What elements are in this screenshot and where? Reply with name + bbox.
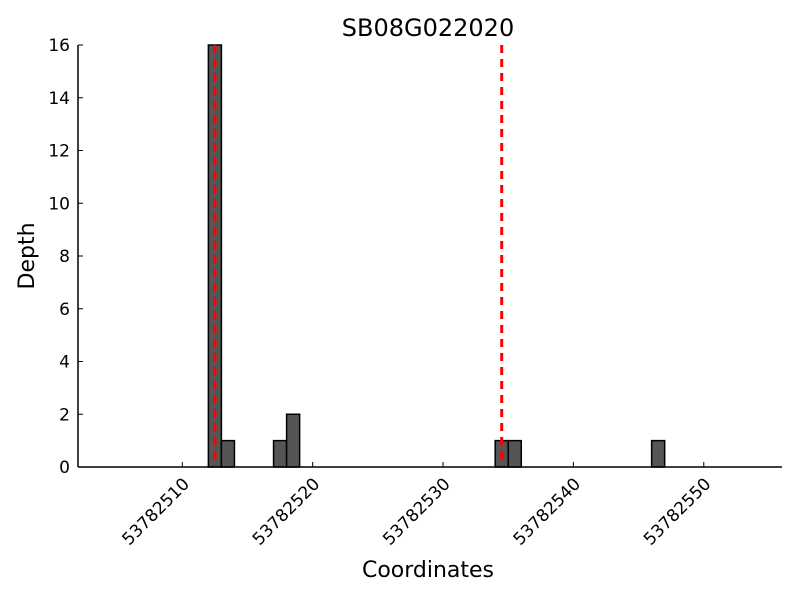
bar-1 (220, 439, 236, 468)
y-tick-label: 2 (59, 405, 70, 425)
bar-5 (507, 439, 523, 468)
bar-3 (285, 413, 301, 468)
y-tick-label: 10 (48, 194, 70, 214)
chart-title: SB08G022020 (342, 14, 514, 42)
y-tick-label: 12 (48, 142, 70, 162)
y-tick-label: 8 (59, 247, 70, 267)
y-axis-label: Depth (15, 222, 40, 289)
y-tick-label: 6 (59, 300, 70, 320)
x-axis-label: Coordinates (362, 558, 494, 583)
x-tick-label: 53782550 (640, 474, 715, 549)
x-tick-label: 53782530 (379, 474, 454, 549)
x-tick-label: 53782540 (510, 474, 585, 549)
bar-2 (272, 439, 288, 468)
y-tick-label: 14 (48, 89, 70, 109)
x-tick-label: 53782520 (249, 474, 324, 549)
y-tick-label: 16 (48, 36, 70, 56)
bar-6 (650, 439, 666, 468)
y-tick-label: 4 (59, 353, 70, 373)
x-tick-label: 53782510 (119, 474, 194, 549)
y-tick-label: 0 (59, 458, 70, 478)
